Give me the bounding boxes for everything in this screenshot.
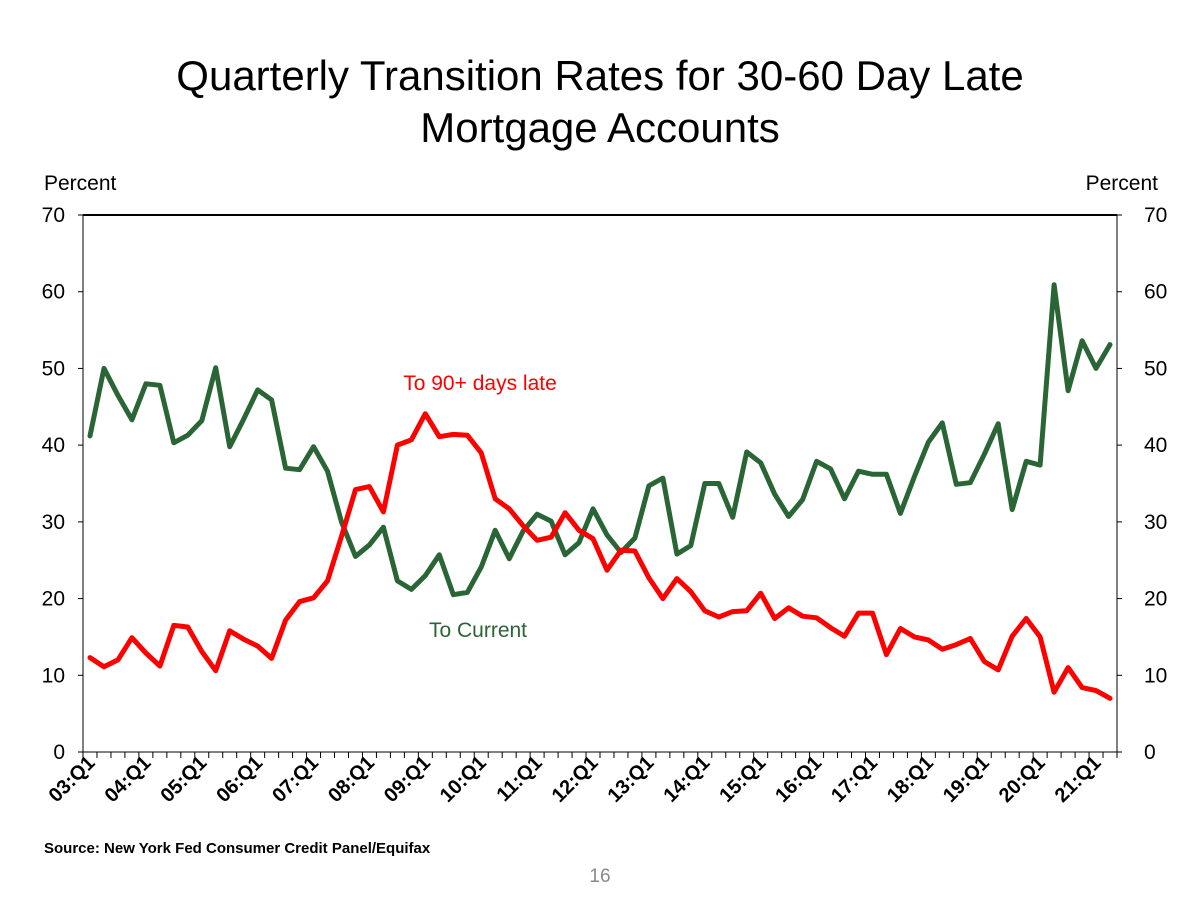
right-y-tick-label: 20 [1144,588,1167,611]
left-y-tick-label: 70 [42,204,65,227]
right-axis-unit-label: Percent [1085,172,1158,195]
left-axis-unit-label: Percent [44,172,117,195]
left-y-tick-label: 20 [42,588,65,611]
right-y-tick-label: 30 [1144,511,1167,534]
left-y-tick-label: 10 [42,664,65,687]
to-90-days-late-annotation: To 90+ days late [403,372,557,395]
to-current-annotation: To Current [429,619,527,642]
right-y-tick-label: 70 [1144,204,1167,227]
right-y-tick-label: 40 [1144,434,1167,457]
x-tick-label: 19:Q1 [939,752,994,807]
x-tick-label: 13:Q1 [604,752,659,807]
chart-title-line-1: Quarterly Transition Rates for 30-60 Day… [176,52,1024,99]
right-y-tick-label: 10 [1144,664,1167,687]
right-y-tick-label: 60 [1144,281,1167,304]
x-tick-label: 14:Q1 [659,752,714,807]
left-y-tick-label: 50 [42,357,65,380]
x-tick-label: 15:Q1 [715,752,770,807]
source-note: Source: New York Fed Consumer Credit Pan… [44,840,431,857]
x-tick-label: 21:Q1 [1051,752,1106,807]
x-tick-label: 04:Q1 [101,752,156,807]
left-y-tick-label: 30 [42,511,65,534]
x-tick-label: 05:Q1 [156,752,211,807]
x-tick-label: 20:Q1 [995,752,1050,807]
left-y-tick-label: 40 [42,434,65,457]
x-tick-label: 06:Q1 [212,752,267,807]
x-tick-label: 10:Q1 [436,752,491,807]
x-tick-label: 16:Q1 [771,752,826,807]
chart-title: Quarterly Transition Rates for 30-60 Day… [0,50,1200,154]
x-tick-label: 18:Q1 [883,752,938,807]
chart-title-line-2: Mortgage Accounts [420,104,780,151]
to-90-days-late-line [87,411,1113,701]
page-number: 16 [589,866,611,887]
x-tick-label: 07:Q1 [268,752,323,807]
left-y-tick-label: 0 [53,741,65,764]
x-tick-label: 09:Q1 [380,752,435,807]
x-tick-label: 08:Q1 [324,752,379,807]
right-y-tick-label: 0 [1144,741,1156,764]
to-current-line [87,282,1113,598]
x-tick-label: 17:Q1 [827,752,882,807]
left-y-tick-label: 60 [42,281,65,304]
right-y-tick-label: 50 [1144,357,1167,380]
x-tick-label: 12:Q1 [548,752,603,807]
x-tick-label: 11:Q1 [493,752,547,806]
